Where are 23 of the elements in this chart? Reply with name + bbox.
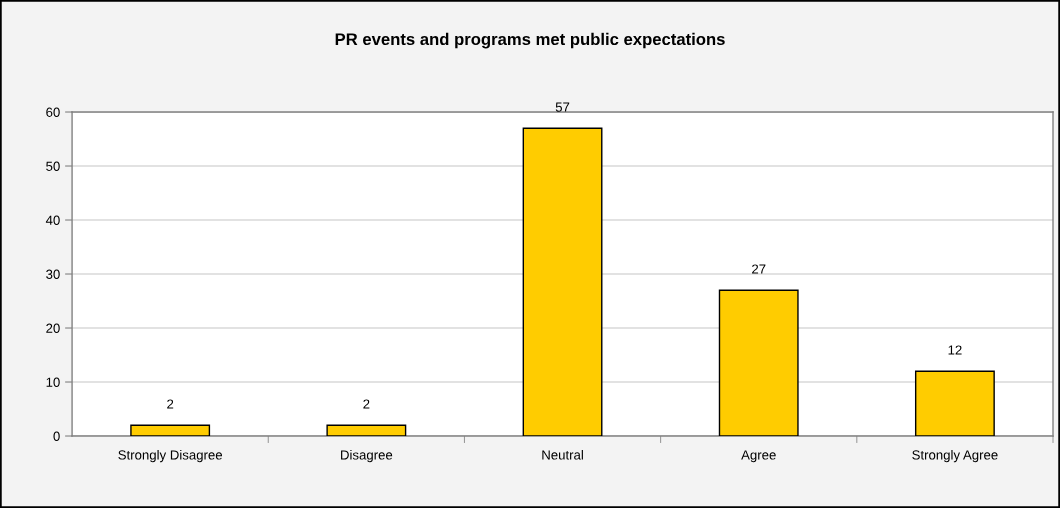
bar (326, 424, 407, 437)
bar (914, 370, 995, 437)
data-label: 2 (167, 399, 174, 409)
bar (522, 127, 603, 437)
y-tick-label: 10 (46, 377, 60, 387)
y-tick-label: 50 (46, 161, 60, 171)
x-tick-label: Agree (741, 450, 776, 463)
y-tick-label: 20 (46, 323, 60, 333)
y-tick-label: 0 (53, 431, 60, 441)
bar (718, 289, 799, 437)
bar (130, 424, 211, 437)
x-tick-label: Disagree (341, 449, 393, 463)
data-label: 12 (948, 345, 962, 355)
x-tick-label: Strongly Disagree (118, 449, 223, 463)
y-tick-label: 30 (46, 269, 60, 279)
y-tick-label: 40 (45, 215, 60, 225)
y-tick-label: 60 (46, 107, 60, 117)
x-tick-label: Neutral (542, 449, 583, 460)
data-label: 2 (363, 399, 370, 409)
data-label: 27 (752, 264, 766, 274)
data-label: 57 (555, 102, 570, 112)
x-tick-label: Strongly Agree (912, 449, 998, 463)
chart-title: PR events and programs met public expectations (335, 32, 725, 49)
